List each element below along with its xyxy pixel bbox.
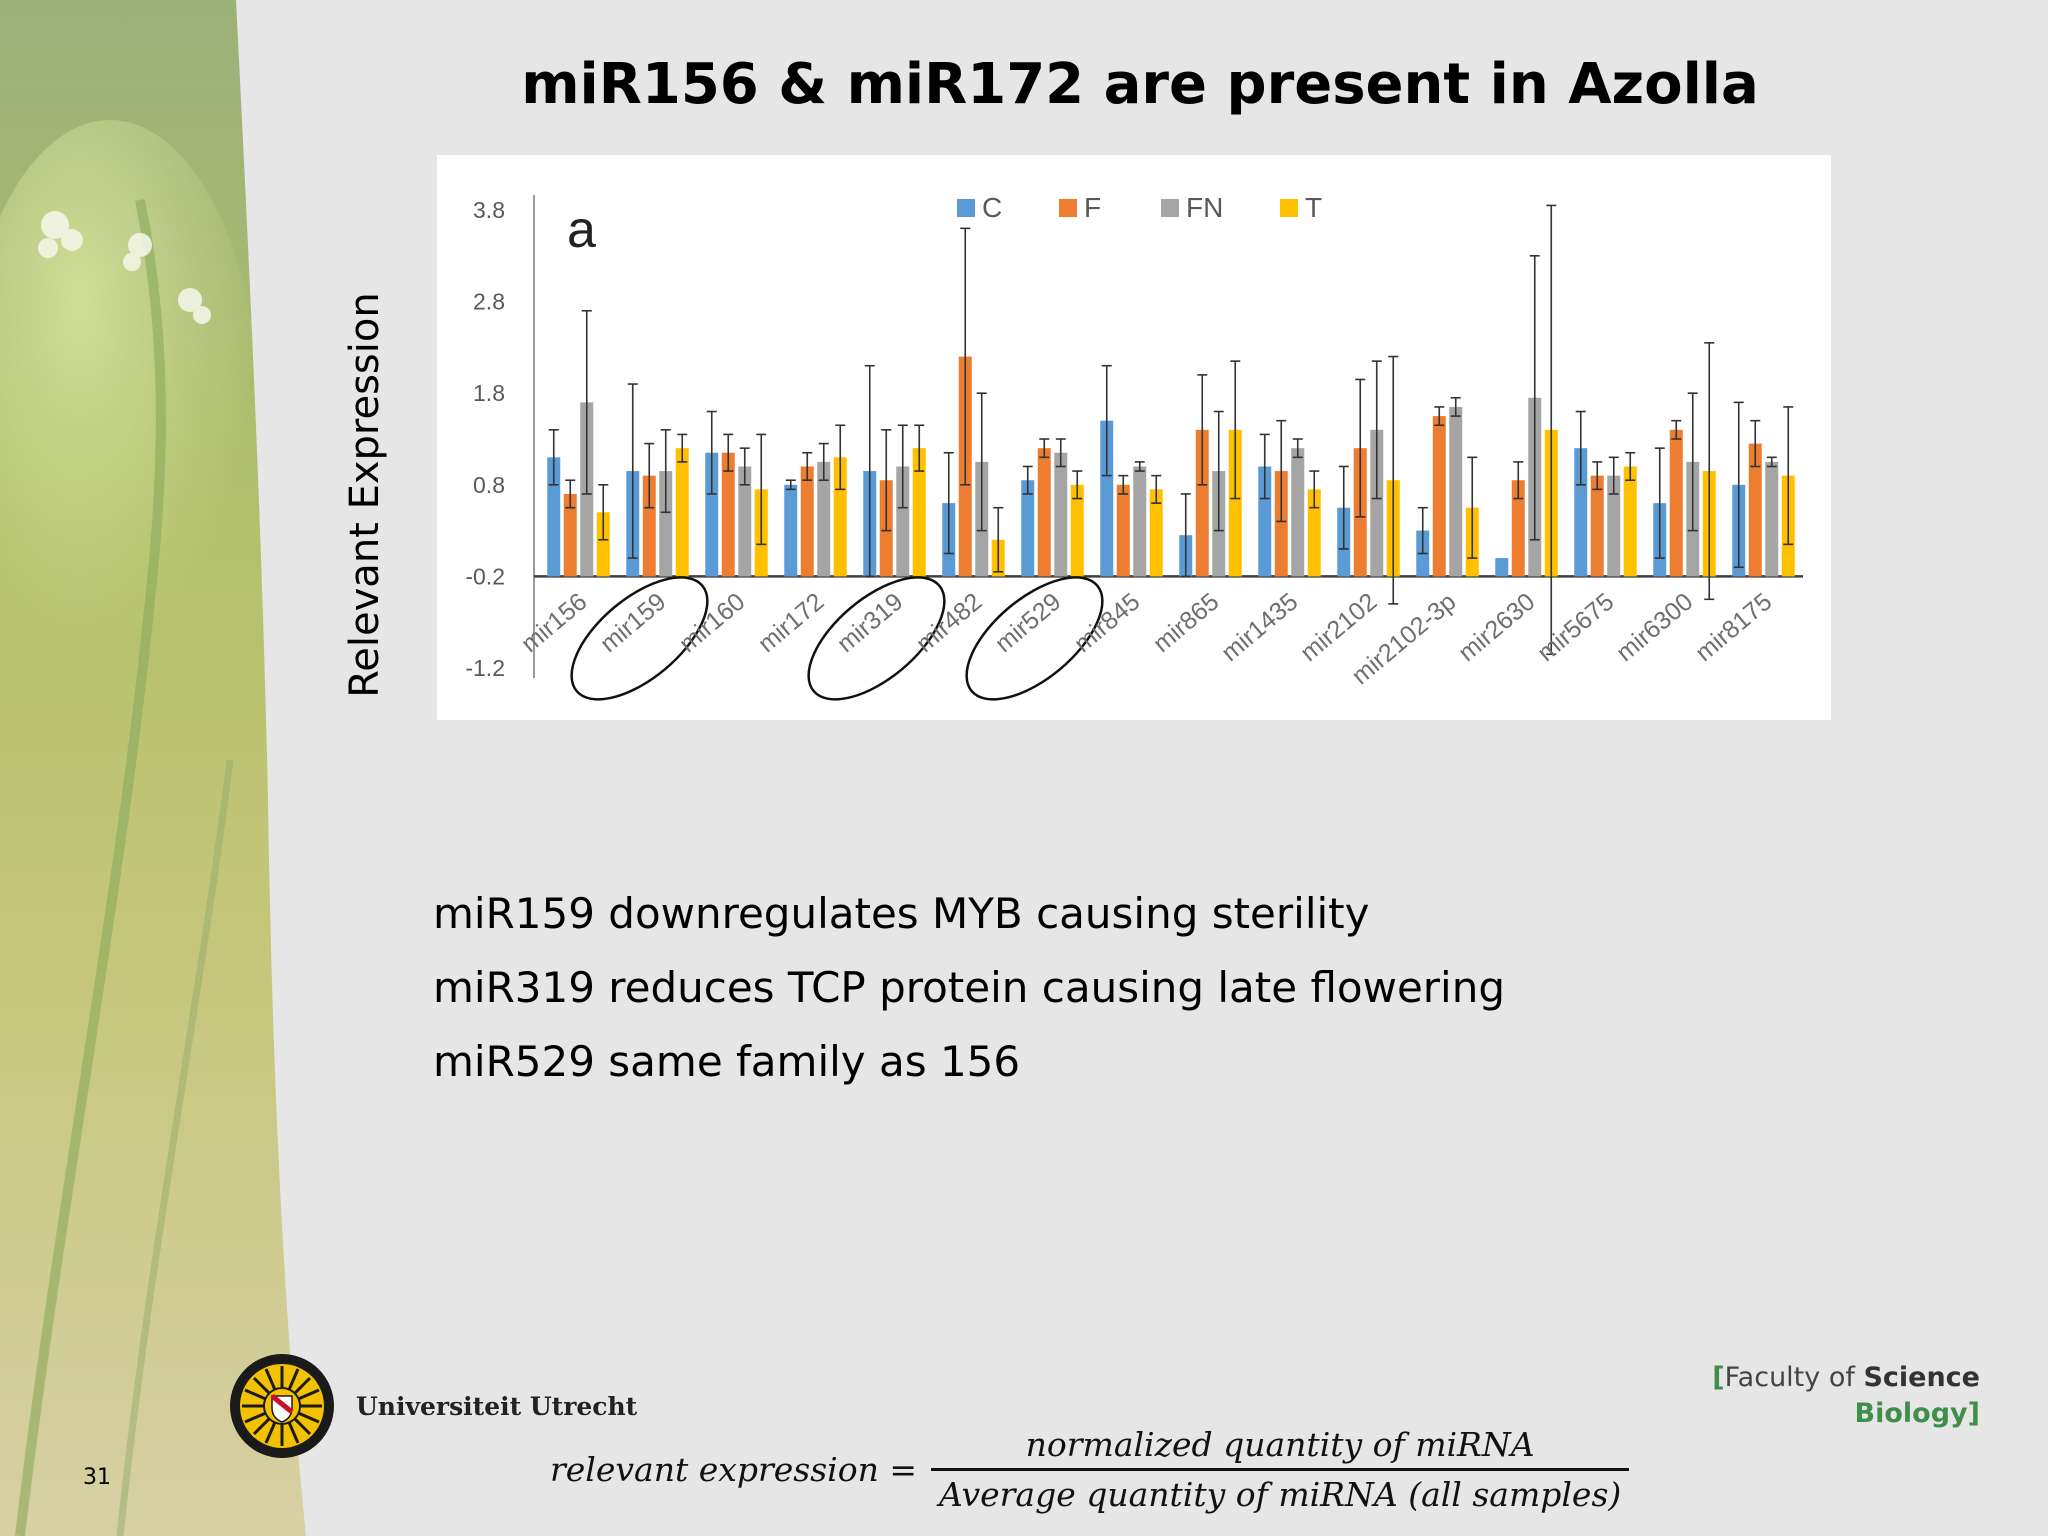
- panel-label: a: [567, 201, 596, 259]
- university-seal-logo: [230, 1354, 334, 1458]
- x-tick-label: mir845: [1069, 588, 1146, 659]
- x-tick-label: mir159: [595, 588, 672, 659]
- y-tick-label: -0.2: [465, 563, 505, 589]
- x-tick-label: mir865: [1148, 588, 1225, 659]
- formula-denominator: Average quantity of miRNA (all samples): [930, 1468, 1630, 1514]
- x-tick-label: mir319: [832, 588, 909, 659]
- bar: [1100, 420, 1114, 577]
- bar: [642, 475, 656, 577]
- bar: [1037, 448, 1051, 577]
- legend-swatch: [1059, 199, 1077, 217]
- bar: [800, 466, 814, 577]
- bar: [833, 457, 847, 577]
- bar: [817, 461, 831, 577]
- bar: [721, 452, 735, 577]
- bar: [896, 466, 910, 577]
- decorative-plant-background: [0, 0, 306, 1536]
- bar: [1274, 471, 1288, 577]
- bullet-item: miR159 downregulates MYB causing sterili…: [433, 889, 1370, 938]
- bar: [1195, 429, 1209, 577]
- y-tick-label: 0.8: [473, 472, 505, 498]
- bar: [1149, 489, 1163, 577]
- y-tick-label: -1.2: [465, 655, 505, 681]
- y-tick-label: 1.8: [473, 380, 505, 406]
- bar: [705, 452, 719, 577]
- bar: [1307, 489, 1321, 577]
- bar: [675, 448, 689, 577]
- highlight-ellipse: [570, 576, 709, 701]
- legend-swatch: [1280, 199, 1298, 217]
- bar: [1291, 448, 1305, 577]
- bar: [563, 493, 577, 577]
- slide-number: 31: [83, 1465, 111, 1490]
- y-axis-side-label: Relevant Expression: [342, 292, 388, 698]
- expression-formula: relevant expression = normalized quantit…: [550, 1425, 1630, 1514]
- bar: [1748, 443, 1762, 577]
- legend-swatch: [957, 199, 975, 217]
- faculty-biology-text: Biology]: [1854, 1398, 1980, 1429]
- legend-label: FN: [1186, 192, 1223, 223]
- highlight-ellipse: [965, 576, 1104, 701]
- x-tick-label: mir8175: [1690, 588, 1777, 668]
- bar: [1607, 475, 1621, 577]
- slide-title: miR156 & miR172 are present in Azolla: [521, 52, 1759, 117]
- bar: [1116, 484, 1130, 577]
- bar: [1070, 484, 1084, 577]
- faculty-label: [Faculty of Science Biology]: [1712, 1360, 1980, 1432]
- x-tick-label: mir160: [674, 588, 751, 659]
- bullet-item: miR319 reduces TCP protein causing late …: [433, 963, 1506, 1012]
- bar: [1258, 466, 1272, 577]
- bar: [1623, 466, 1637, 577]
- bar: [596, 512, 610, 577]
- y-tick-label: 3.8: [473, 197, 505, 223]
- formula-fraction: normalized quantity of miRNA Average qua…: [930, 1425, 1630, 1514]
- bar: [784, 484, 798, 577]
- bar: [1370, 429, 1384, 577]
- highlight-ellipse: [807, 576, 946, 701]
- bar: [1669, 429, 1683, 577]
- bar: [1133, 466, 1147, 577]
- bar: [659, 471, 673, 577]
- bullet-list: miR159 downregulates MYB causing sterili…: [433, 877, 1505, 1099]
- bar: [738, 466, 752, 577]
- legend-label: C: [982, 192, 1002, 223]
- bar: [1574, 448, 1588, 577]
- x-tick-label: mir1435: [1216, 588, 1303, 668]
- bar: [1432, 416, 1446, 577]
- legend-label: T: [1305, 192, 1322, 223]
- x-tick-label: mir2630: [1453, 588, 1540, 668]
- bullet-item: miR529 same family as 156: [433, 1037, 1021, 1086]
- bar: [1449, 406, 1463, 577]
- bar: [1511, 480, 1525, 577]
- formula-numerator: normalized quantity of miRNA: [1025, 1425, 1535, 1464]
- bar: [1590, 475, 1604, 577]
- bar: [1054, 452, 1068, 577]
- bar: [1228, 429, 1242, 577]
- bar: [1765, 461, 1779, 577]
- bar: [1495, 558, 1509, 577]
- y-tick-label: 2.8: [473, 289, 505, 315]
- bar: [912, 448, 926, 577]
- faculty-science-text: Science: [1863, 1362, 1980, 1393]
- faculty-of-text: Faculty of: [1724, 1362, 1864, 1393]
- bar: [1021, 480, 1035, 577]
- legend-swatch: [1161, 199, 1179, 217]
- faculty-bracket: [: [1712, 1362, 1725, 1393]
- legend-label: F: [1084, 192, 1101, 223]
- x-tick-label: mir5675: [1532, 588, 1619, 668]
- formula-lhs: relevant expression =: [550, 1450, 917, 1489]
- bar: [547, 457, 561, 577]
- x-tick-label: mir6300: [1611, 588, 1698, 668]
- university-name: Universiteit Utrecht: [356, 1392, 638, 1421]
- x-tick-label: mir529: [990, 588, 1067, 659]
